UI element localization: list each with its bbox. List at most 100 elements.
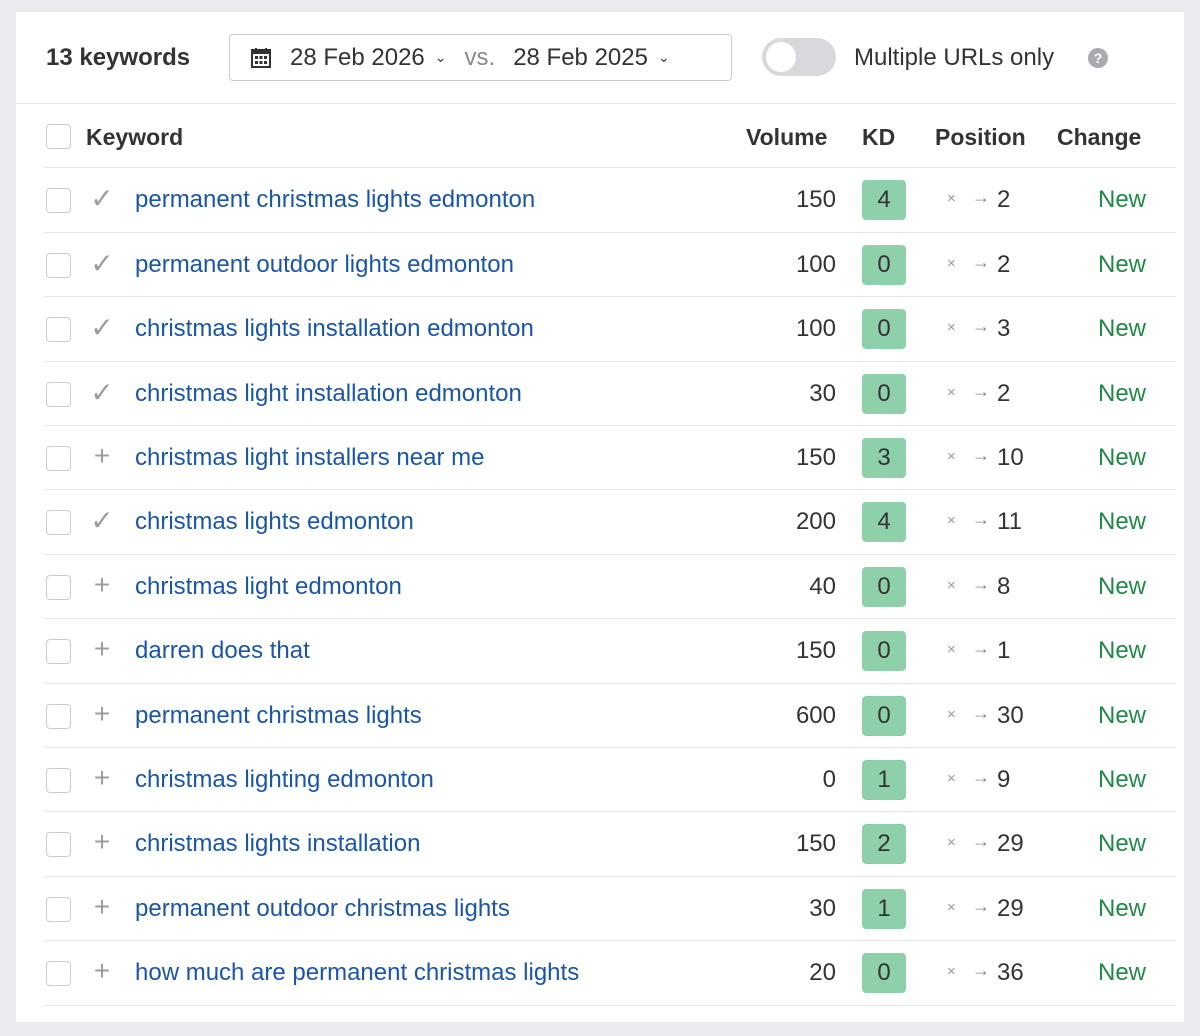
row-checkbox[interactable] [46,317,71,343]
date-from[interactable]: 28 Feb 2026 [290,43,425,71]
plus-icon[interactable]: + [93,633,111,665]
change-value: New [1097,444,1146,471]
volume-value: 30 [809,894,836,922]
keyword-link[interactable]: christmas light edmonton [135,572,402,600]
row-checkbox[interactable] [46,639,71,665]
keyword-link[interactable]: christmas lights installation [135,830,421,858]
plus-icon[interactable]: + [93,697,111,729]
check-icon[interactable]: ✓ [90,183,114,215]
volume-value: 100 [795,315,836,343]
check-icon[interactable]: ✓ [90,247,114,279]
keyword-link[interactable]: permanent christmas lights [135,701,422,729]
current-position: 29 [997,830,1024,858]
keyword-link[interactable]: permanent outdoor christmas lights [135,894,510,922]
kd-badge: 4 [862,180,906,221]
change-value: New [1097,250,1146,278]
previous-position: × [947,319,956,337]
current-position: 29 [997,894,1024,922]
change-value: New [1097,508,1146,536]
row-checkbox[interactable] [46,768,71,793]
previous-position: × [947,448,956,465]
keyword-link[interactable]: christmas light installers near me [135,444,485,471]
arrow-right-icon: → [972,895,990,916]
row-checkbox[interactable] [46,446,71,471]
table-row: + permanent christmas lights 600 0 × → 3… [44,684,1176,748]
change-value: New [1097,959,1146,987]
table-row: ✓ permanent christmas lights edmonton 15… [44,168,1176,233]
table-row: + permanent outdoor christmas lights 30 … [44,877,1176,942]
table-row: + how much are permanent christmas light… [44,941,1176,1006]
current-position: 10 [997,444,1024,471]
header-volume[interactable]: Volume [746,124,828,150]
plus-icon[interactable]: + [93,955,111,987]
plus-icon[interactable]: + [93,762,111,793]
change-value: New [1097,315,1146,343]
table-row: + christmas light installers near me 150… [44,426,1176,491]
kd-badge: 0 [862,309,906,350]
row-checkbox[interactable] [46,510,71,536]
volume-value: 150 [795,637,836,665]
current-position: 2 [997,379,1011,407]
arrow-right-icon: → [972,445,990,465]
current-position: 30 [997,701,1024,729]
header-change[interactable]: Change [1057,124,1142,150]
previous-position: × [947,190,956,208]
keyword-link[interactable]: darren does that [135,637,310,665]
toggle-knob [766,42,796,72]
date-compare-picker[interactable]: 28 Feb 2026 ⌄ vs. 28 Feb 2025 ⌄ [229,34,732,81]
row-checkbox[interactable] [46,703,71,729]
header-position[interactable]: Position [935,124,1026,150]
kd-badge: 1 [862,888,906,929]
row-checkbox[interactable] [46,252,71,278]
kd-badge: 4 [862,502,906,543]
chevron-down-icon[interactable]: ⌄ [657,49,670,65]
previous-position: × [947,898,956,916]
arrow-right-icon: → [972,831,990,852]
change-value: New [1097,379,1146,407]
table-row: + christmas lighting edmonton 0 1 × → 9 … [44,748,1176,813]
header-kd[interactable]: KD [862,124,896,150]
change-value: New [1097,186,1146,214]
check-icon[interactable]: ✓ [90,312,114,344]
row-checkbox[interactable] [46,188,71,214]
current-position: 3 [997,315,1011,343]
current-position: 9 [997,766,1011,793]
keyword-link[interactable]: permanent christmas lights edmonton [135,186,536,214]
arrow-right-icon: → [972,767,990,787]
chevron-down-icon[interactable]: ⌄ [434,49,447,65]
keywords-panel: 13 keywords 28 Feb 2026 ⌄ vs. 28 Feb 202… [16,12,1184,1022]
change-value: New [1097,637,1146,665]
check-icon[interactable]: ✓ [90,505,114,537]
kd-badge: 0 [862,566,906,607]
plus-icon[interactable]: + [93,890,111,922]
row-checkbox[interactable] [46,961,71,987]
arrow-right-icon: → [972,638,990,659]
keyword-link[interactable]: how much are permanent christmas lights [135,959,580,987]
multiple-urls-toggle[interactable] [762,38,836,76]
calendar-icon [251,47,271,68]
plus-icon[interactable]: + [93,826,111,858]
row-checkbox[interactable] [46,832,71,858]
check-icon[interactable]: ✓ [90,376,114,408]
kd-badge: 0 [862,631,906,672]
row-checkbox[interactable] [46,574,71,600]
keyword-link[interactable]: christmas lights installation edmonton [135,315,534,343]
kd-badge: 0 [862,695,906,736]
plus-icon[interactable]: + [93,568,111,600]
previous-position: × [947,641,956,659]
arrow-right-icon: → [972,573,990,594]
kd-badge: 1 [862,760,906,800]
help-icon[interactable]: ? [1088,48,1108,68]
keyword-link[interactable]: christmas light installation edmonton [135,379,522,407]
keyword-link[interactable]: christmas lighting edmonton [135,766,434,793]
keyword-link[interactable]: christmas lights edmonton [135,508,414,536]
row-checkbox[interactable] [46,381,71,407]
header-keyword[interactable]: Keyword [86,124,184,150]
plus-icon[interactable]: + [93,440,111,471]
volume-value: 20 [809,959,836,987]
table-row: ✓ christmas lights edmonton 200 4 × → 11… [44,490,1176,555]
select-all-checkbox[interactable] [46,124,71,149]
keyword-link[interactable]: permanent outdoor lights edmonton [135,250,514,278]
date-to[interactable]: 28 Feb 2025 [513,43,648,71]
row-checkbox[interactable] [46,896,71,922]
